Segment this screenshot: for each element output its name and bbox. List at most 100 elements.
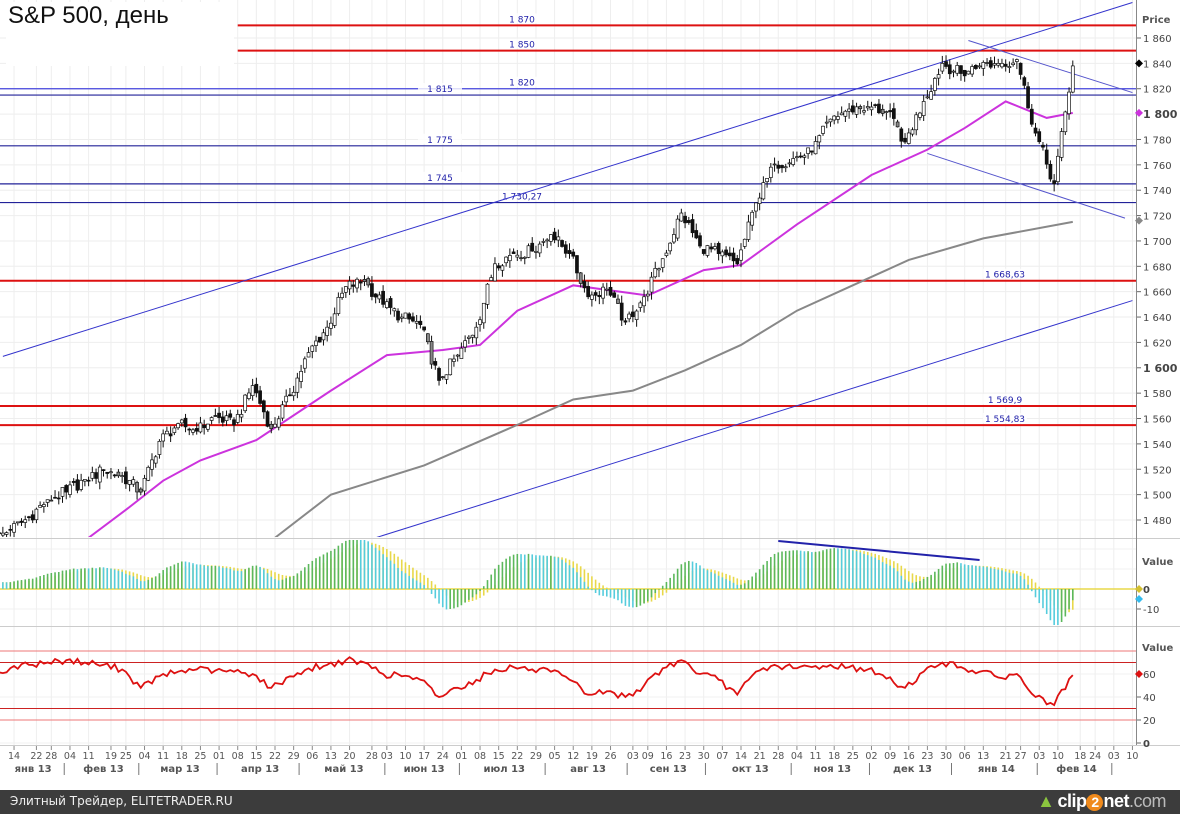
y-tick-label: 1 740 (1143, 186, 1172, 197)
candle (619, 302, 624, 321)
candle (265, 411, 270, 427)
x-tick-label: 20 (344, 751, 356, 762)
candle (530, 242, 535, 252)
candle (962, 69, 967, 77)
candle (880, 108, 885, 114)
x-tick-label: 22 (269, 751, 281, 762)
candle (727, 252, 732, 257)
candle (608, 286, 613, 296)
candle (392, 308, 397, 312)
divergence-line (778, 540, 980, 561)
candle (754, 202, 758, 212)
candle (541, 241, 546, 243)
candle (273, 423, 277, 428)
candle (914, 114, 919, 131)
candle (795, 156, 799, 159)
candle (798, 155, 803, 158)
candle (765, 177, 769, 183)
x-tick-label: 10 (399, 751, 411, 762)
candle (1033, 127, 1038, 134)
candle (660, 258, 665, 268)
candle (537, 243, 542, 254)
candle (332, 313, 337, 326)
candle (642, 296, 646, 307)
level-label-bg (500, 76, 544, 87)
month-label: янв 13 (15, 764, 52, 775)
y-tick-label: 1 680 (1143, 262, 1172, 273)
candle (850, 105, 855, 113)
x-tick-label: 24 (437, 751, 449, 762)
candle (124, 471, 128, 485)
candle (1022, 77, 1027, 86)
candle (321, 332, 326, 341)
x-tick-label: 10 (1126, 751, 1138, 762)
candle (724, 249, 728, 256)
candle (709, 246, 714, 250)
candle (429, 341, 434, 365)
candle (1056, 155, 1060, 183)
candle (112, 474, 117, 477)
stock-chart[interactable]: 1 870 1 850 1 820 1 815 1 775 1 745 1 730,27 1 … (0, 0, 1180, 790)
x-tick-label: 09 (884, 751, 896, 762)
clip2net-logo[interactable]: ▲ clip 2 net.com (1037, 791, 1167, 812)
candle (977, 65, 982, 68)
y-tick-label: 1 720 (1143, 212, 1172, 223)
level-label: 1 870 (509, 15, 535, 25)
candle (854, 106, 859, 115)
candle (836, 116, 840, 120)
logo-part: 2 (1086, 794, 1104, 811)
candle (90, 472, 95, 479)
candle (742, 238, 747, 247)
candle (921, 101, 926, 116)
candle (653, 268, 658, 278)
candle (56, 497, 61, 500)
candle (1026, 86, 1030, 109)
level-label-bg (983, 393, 1027, 404)
x-tick-label: 18 (1074, 751, 1086, 762)
candle (560, 240, 564, 247)
candle (414, 321, 419, 324)
candle (411, 316, 415, 322)
candle (705, 245, 710, 256)
footer-bar: Элитный Трейдер, ELITETRADER.RU ▲ clip 2 ne… (0, 790, 1180, 814)
candle (280, 404, 285, 419)
x-tick-label: 10 (1052, 751, 1064, 762)
candle (306, 352, 311, 358)
candle (694, 230, 699, 239)
level-label-bg (500, 13, 544, 24)
candle (843, 110, 848, 117)
candle (1011, 62, 1015, 66)
candle (955, 65, 960, 74)
candle (183, 417, 188, 428)
upload-arrow-icon: ▲ (1037, 791, 1055, 811)
candle (30, 514, 35, 521)
candle (228, 413, 233, 418)
candle (444, 374, 449, 380)
candle (951, 70, 956, 73)
y-tick-label: 1 860 (1143, 34, 1172, 45)
trendline (927, 152, 1126, 219)
candle (269, 423, 274, 430)
candle (1003, 63, 1008, 67)
level-label: 1 775 (427, 136, 453, 146)
candle (768, 166, 773, 178)
level-label-bg (418, 171, 462, 182)
candle (522, 256, 527, 259)
candle (220, 416, 225, 423)
candle (150, 459, 154, 470)
candle (135, 482, 139, 493)
candle (567, 250, 572, 254)
x-tick-label: 23 (679, 751, 691, 762)
candle (0, 532, 1, 535)
candle (168, 433, 173, 437)
candle (988, 60, 993, 68)
candle (828, 118, 833, 123)
candle (75, 479, 80, 491)
candle (302, 358, 307, 369)
y-tick-label: 1 820 (1143, 85, 1172, 96)
candle (586, 286, 591, 298)
month-label: мар 13 (160, 764, 200, 775)
x-tick-label: 25 (194, 751, 206, 762)
y-tick-label: 1 800 (1143, 108, 1178, 121)
candle (351, 284, 356, 287)
